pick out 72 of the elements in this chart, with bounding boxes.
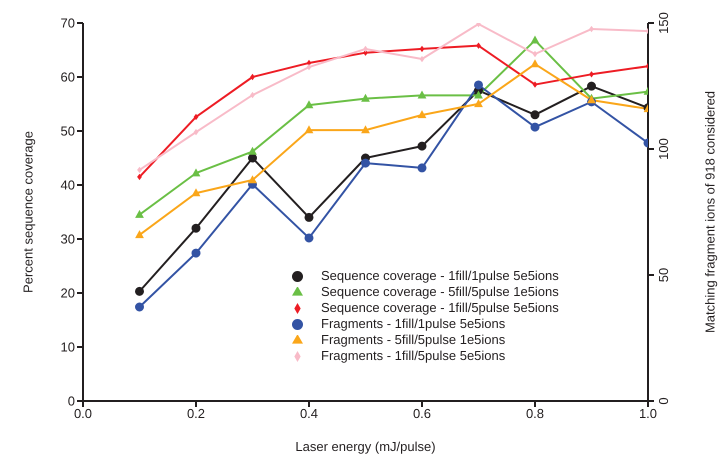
y2-tick-label: 100 [656,138,671,160]
point [363,46,368,52]
y-tick-label: 70 [60,16,75,31]
point [250,74,255,80]
point [135,230,144,238]
point [135,302,144,312]
y-tick-label: 60 [60,70,75,85]
x-tick-label: 0.2 [186,406,206,422]
point [248,175,257,184]
point [361,125,370,134]
point [137,166,142,174]
point [418,163,426,172]
y2-tick-label: 50 [656,268,671,282]
point [418,110,426,118]
point [137,174,142,180]
y2-axis-title: Matching fragment ions of 918 considered [702,90,718,334]
point [135,210,144,218]
point [418,142,426,151]
point [420,46,424,52]
point [361,158,370,168]
x-tick-label: 0.6 [412,406,432,422]
point [420,56,424,62]
y-tick-label: 20 [60,286,75,301]
point [589,71,594,78]
y-tick-label: 40 [60,178,75,193]
point [589,26,594,32]
point [361,94,370,102]
legend-label: Fragments - 1fill/5pulse 5e5ions [321,348,506,363]
y-tick-label: 30 [60,232,75,247]
point [304,100,314,108]
legend-label: Fragments - 5fill/5pulse 1e5ions [321,332,506,347]
point [532,50,538,58]
point [194,114,198,120]
point [530,59,540,68]
point [192,224,200,233]
y2-tick-label: 0 [656,397,671,405]
point [304,125,314,134]
point [250,92,255,98]
point [532,81,538,88]
point [474,99,483,108]
point [194,128,198,136]
point [304,212,314,222]
legend-label: Fragments - 1fill/1pulse 5e5ions [321,316,506,331]
x-tick-label: 0.8 [526,406,544,422]
point [474,80,483,90]
y-tick-label: 50 [60,124,75,139]
legend-label: Sequence coverage - 1fill/5pulse 5e5ions [321,300,559,315]
point [306,64,312,70]
point [135,286,144,296]
point [418,90,426,99]
x-tick-label: 0.4 [300,406,318,422]
point [530,35,540,44]
y2-tick-label: 150 [656,12,671,34]
legend-label: Sequence coverage - 1fill/1pulse 5e5ions [321,268,559,283]
y-axis-title: Percent sequence coverage [20,131,36,293]
point [530,122,540,132]
point [248,154,257,162]
point [248,146,257,155]
legend-label: Sequence coverage - 5fill/5pulse 1e5ions [321,284,559,299]
point [192,188,200,196]
point [474,90,483,99]
point [192,248,200,258]
y-tick-label: 0 [68,394,75,409]
point [476,42,481,49]
x-tick-label: 0.0 [74,406,92,422]
point [192,168,200,176]
point [304,233,314,242]
point [587,82,596,91]
point [530,110,540,120]
y-tick-label: 10 [60,340,75,355]
x-axis-title: Laser energy (mJ/pulse) [295,439,436,454]
x-tick-label: 1.0 [638,406,658,422]
